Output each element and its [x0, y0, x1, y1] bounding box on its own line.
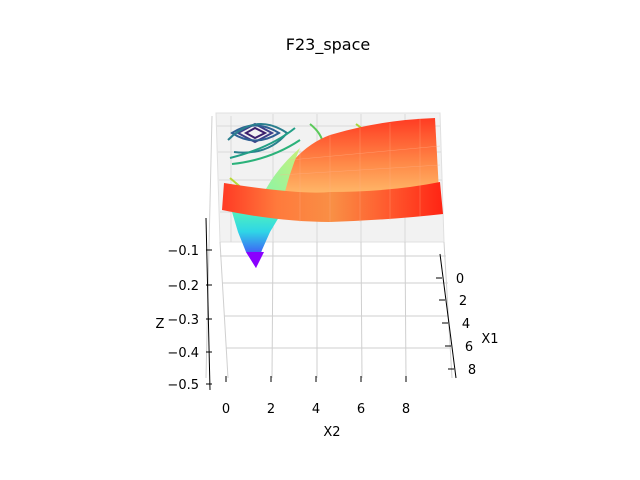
x1-axis-label: X1 — [481, 332, 498, 347]
x2-tick-label: 8 — [402, 402, 410, 417]
x2-axis-label: X2 — [323, 425, 340, 440]
surface-well — [232, 212, 282, 268]
z-tick-label: −0.1 — [167, 244, 199, 259]
surface — [222, 118, 443, 222]
x1-tick-label: 4 — [462, 317, 470, 332]
z-tick-label: −0.4 — [167, 346, 199, 361]
x1-tick-label: 0 — [456, 272, 464, 287]
x1-tick-label: 2 — [459, 294, 467, 309]
chart-title: F23_space — [286, 35, 371, 55]
z-tick-label: −0.2 — [167, 279, 199, 294]
x2-tick-label: 0 — [222, 402, 230, 417]
x1-axis: 0 2 4 6 8 X1 — [436, 253, 499, 379]
x2-tick-label: 4 — [312, 402, 320, 417]
x2-tick-label: 2 — [267, 402, 275, 417]
x2-tick-label: 6 — [357, 402, 365, 417]
z-tick-label: −0.5 — [167, 378, 199, 393]
z-axis-label: Z — [156, 317, 165, 332]
x2-axis: 0 2 4 6 8 X2 — [222, 376, 410, 440]
z-tick-label: −0.3 — [167, 313, 199, 328]
z-axis: −0.1 −0.2 −0.3 −0.4 −0.5 Z — [156, 217, 212, 393]
x1-tick-label: 8 — [468, 363, 476, 378]
x1-tick-label: 6 — [465, 340, 473, 355]
